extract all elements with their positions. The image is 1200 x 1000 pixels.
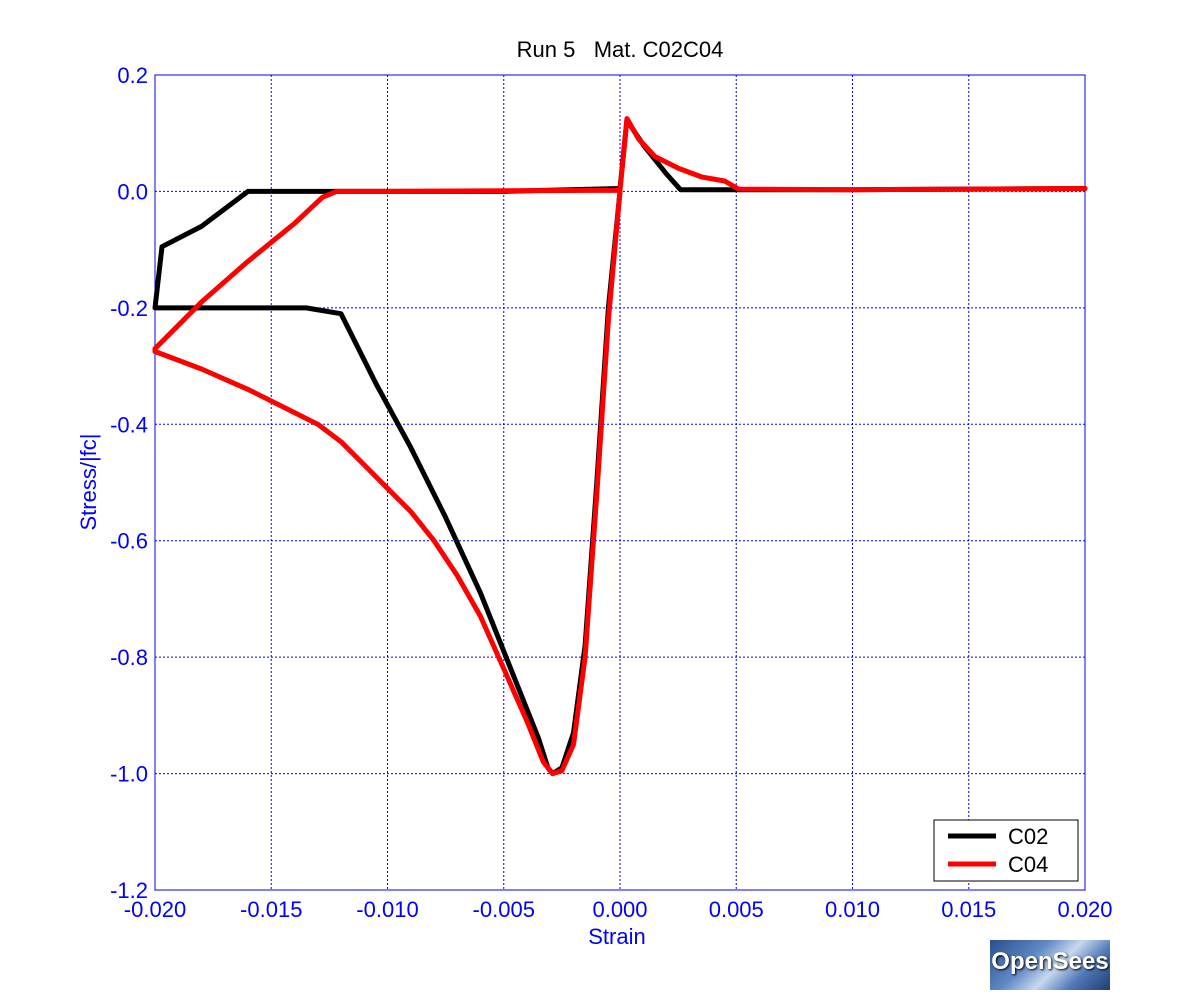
y-tick-label: -0.2 <box>110 296 148 321</box>
legend-label-c02: C02 <box>1008 824 1048 849</box>
y-tick-label: 0.2 <box>117 63 148 88</box>
logo-text: OpenSees <box>991 948 1109 975</box>
opensees-logo: OpenSees <box>990 940 1110 990</box>
legend-box <box>933 819 1079 882</box>
series-line-c04 <box>152 116 1088 777</box>
legend: C02 C04 <box>933 819 1079 882</box>
x-tick-label: -0.010 <box>356 897 418 922</box>
x-tick-labels: -0.020 -0.015 -0.010 -0.005 0.000 0.005 0.010 0… <box>124 897 1113 922</box>
x-tick-label: 0.010 <box>825 897 880 922</box>
x-tick-label: -0.015 <box>240 897 302 922</box>
chart-title: Run 5 Mat. C02C04 <box>517 37 724 62</box>
x-tick-label: 0.015 <box>941 897 996 922</box>
x-tick-label: -0.020 <box>124 897 186 922</box>
y-tick-label: -1.2 <box>110 878 148 903</box>
y-tick-label: -0.4 <box>110 412 148 437</box>
x-tick-label: 0.000 <box>592 897 647 922</box>
y-tick-labels: 0.2 0.0 -0.2 -0.4 -0.6 -0.8 -1.0 -1.2 <box>110 63 148 903</box>
x-tick-label: 0.020 <box>1057 897 1112 922</box>
legend-label-c04: C04 <box>1008 852 1048 877</box>
plot-frame <box>154 74 1086 891</box>
y-axis-label: Stress/|fc| <box>76 433 101 530</box>
y-tick-label: 0.0 <box>117 179 148 204</box>
series-layer <box>152 116 1088 777</box>
x-tick-label: -0.005 <box>473 897 535 922</box>
y-tick-label: -1.0 <box>110 762 148 787</box>
x-tick-label: 0.005 <box>709 897 764 922</box>
y-tick-label: -0.6 <box>110 529 148 554</box>
x-axis-label: Strain <box>588 924 645 949</box>
y-tick-label: -0.8 <box>110 645 148 670</box>
